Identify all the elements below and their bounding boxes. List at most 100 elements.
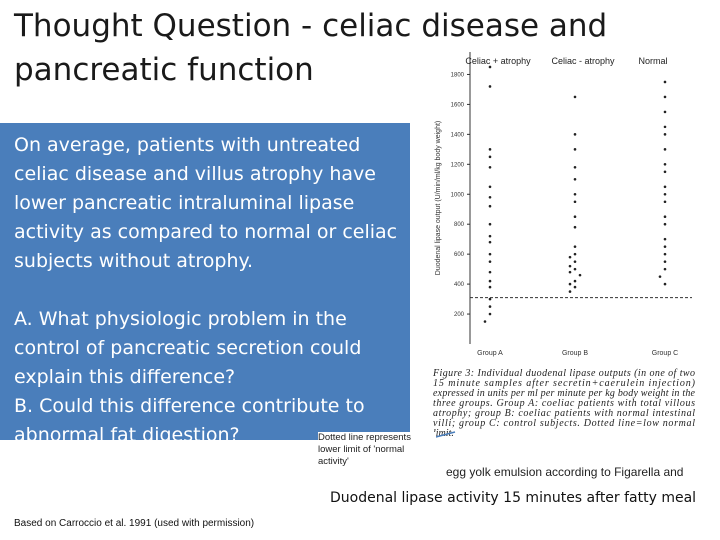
question-text: explain this difference?	[14, 366, 236, 388]
data-dot	[488, 260, 492, 263]
data-dot	[488, 166, 492, 169]
group-header: Celiac + atrophy	[465, 56, 531, 66]
y-tick-label: 1200	[451, 162, 465, 168]
data-dot	[488, 204, 492, 208]
text-box: On average, patients with untreated celia…	[0, 123, 410, 446]
question-line: abnormal fat digestion?	[14, 421, 240, 450]
data-dot	[663, 267, 667, 271]
question-text: abnormal fat digestion?	[14, 424, 240, 446]
data-dot	[488, 305, 492, 308]
y-tick-label: 200	[454, 312, 465, 318]
question-line: A. What physiologic problem in the	[14, 305, 347, 334]
body-line: lower pancreatic intraluminal lipase	[14, 192, 355, 214]
data-dot	[488, 270, 492, 274]
data-dot	[488, 234, 492, 238]
question-line: B. Could this difference contribute to	[14, 392, 365, 421]
data-dot	[573, 200, 577, 204]
data-dot	[488, 222, 492, 226]
body-line: activity as compared to normal or celiac	[14, 221, 398, 243]
callout: Dotted line represents lower limit of 'n…	[318, 432, 436, 468]
body-line: subjects without atrophy.	[14, 250, 254, 272]
y-tick-label: 1000	[451, 192, 465, 198]
y-tick-label: 800	[454, 222, 465, 228]
data-dot	[573, 245, 577, 248]
y-tick-label: 400	[454, 282, 465, 288]
data-dot	[568, 270, 572, 274]
data-dot	[573, 279, 577, 283]
data-dot	[578, 273, 582, 277]
data-dot	[663, 222, 667, 226]
y-tick-label: 1600	[451, 102, 465, 108]
data-dot	[573, 215, 577, 219]
body-line: celiac disease and villus atrophy have	[14, 163, 376, 185]
data-dot	[573, 260, 577, 263]
data-dot	[488, 155, 492, 159]
title: pancreatic function	[14, 52, 314, 88]
data-dot	[568, 290, 572, 293]
data-dot	[488, 65, 492, 69]
question-text: . Could this difference contribute to	[27, 395, 365, 417]
data-dot	[663, 133, 667, 136]
data-dot	[488, 240, 492, 244]
caption-line: 15 minute samples after secretin+caerule…	[433, 378, 696, 389]
group-header: Normal	[638, 56, 667, 66]
data-dot	[488, 285, 492, 289]
y-axis-label: Duodenal lipase output (U/min/ml/kg body…	[435, 121, 442, 275]
footer: Based on Carroccio et al. 1991 (used wit…	[14, 518, 255, 529]
data-dot	[663, 252, 667, 256]
caption-line: limit.	[433, 428, 454, 439]
question-line: control of pancreatic secretion could	[14, 334, 361, 363]
data-dot	[488, 148, 492, 151]
group-name: Group C	[652, 350, 678, 357]
data-dot	[663, 163, 667, 166]
group-name: Group A	[477, 350, 503, 357]
y-tick-label: 1400	[451, 132, 465, 138]
data-dot	[488, 85, 492, 88]
caption-line: Figure 3: Individual duodenal lipase out…	[432, 368, 695, 379]
question-letter: A	[14, 308, 27, 330]
data-dot	[658, 275, 662, 278]
data-dot	[573, 192, 577, 196]
group-name: Group B	[562, 350, 588, 357]
figure-label: Duodenal lipase activity 15 minutes afte…	[330, 490, 697, 506]
data-dot	[573, 225, 577, 229]
data-dot	[663, 215, 667, 219]
data-dot	[573, 285, 577, 289]
y-tick-label: 1800	[451, 72, 465, 78]
data-dot	[663, 237, 667, 241]
data-dot	[488, 279, 492, 283]
title: Thought Question - celiac disease and	[14, 8, 608, 44]
data-dot	[488, 195, 492, 199]
data-dot	[663, 185, 667, 189]
data-dot	[663, 260, 667, 263]
question-letter: B	[14, 395, 28, 417]
data-dot	[573, 95, 577, 99]
data-dot	[568, 264, 572, 268]
data-dot	[663, 125, 667, 129]
data-dot	[573, 166, 577, 169]
caption-line: three groups. Group A: coeliac patients …	[433, 398, 695, 409]
data-dot	[663, 148, 667, 151]
body-line: On average, patients with untreated	[14, 134, 361, 156]
question-text: . What physiologic problem in the	[26, 308, 347, 330]
y-tick-label: 600	[454, 252, 465, 258]
data-dot	[488, 297, 492, 301]
data-dot	[663, 110, 667, 114]
data-dot	[663, 245, 667, 248]
data-dot	[568, 282, 572, 286]
data-dot	[663, 200, 667, 204]
data-dot	[663, 282, 667, 286]
question-text: control of pancreatic secretion could	[14, 337, 362, 359]
data-dot	[573, 267, 577, 271]
group-header: Celiac - atrophy	[551, 56, 615, 66]
caption-line: villi; group C: control subjects. Dotted…	[433, 418, 695, 429]
question-line: explain this difference?	[14, 363, 235, 392]
caption-line: atrophy; group B: coeliac patients with …	[433, 408, 695, 419]
data-dot	[663, 80, 667, 84]
data-dot	[663, 192, 667, 196]
data-dot	[663, 95, 667, 99]
data-dot	[573, 148, 577, 151]
caption-line: expressed in units per ml per minute per…	[433, 388, 696, 399]
